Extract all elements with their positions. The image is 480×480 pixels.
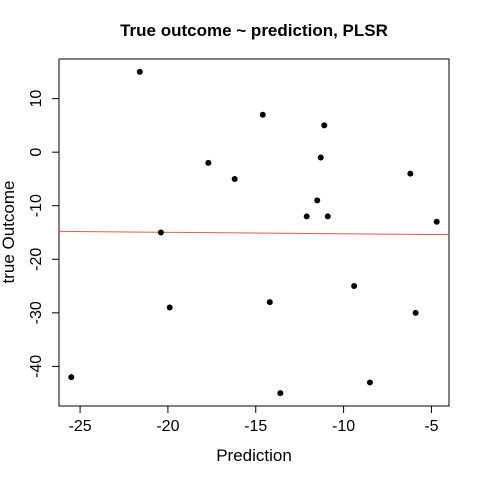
data-point bbox=[433, 218, 440, 225]
x-tick-label: -10 bbox=[332, 418, 355, 435]
data-point bbox=[321, 122, 328, 129]
data-point bbox=[205, 159, 212, 166]
x-tick-label: -15 bbox=[244, 418, 267, 435]
data-point bbox=[259, 111, 266, 118]
y-tick-label: -40 bbox=[28, 355, 45, 378]
plot-frame bbox=[58, 58, 450, 407]
data-point bbox=[351, 283, 358, 290]
points-layer bbox=[68, 68, 440, 397]
y-tick-label: -20 bbox=[28, 248, 45, 271]
x-tick-label: -20 bbox=[156, 418, 179, 435]
x-tick-label: -25 bbox=[69, 418, 92, 435]
data-point bbox=[366, 379, 373, 386]
x-axis: -25 -20 -15 -10 -5 bbox=[69, 405, 439, 435]
y-axis-label: true Outcome bbox=[0, 181, 18, 284]
data-point bbox=[166, 304, 173, 311]
data-point bbox=[68, 374, 75, 381]
data-point bbox=[412, 309, 419, 316]
chart-title: True outcome ~ prediction, PLSR bbox=[120, 21, 388, 40]
data-point bbox=[324, 213, 331, 220]
data-point bbox=[136, 68, 143, 75]
data-point bbox=[407, 170, 414, 177]
data-point bbox=[277, 390, 284, 397]
y-tick-label: 0 bbox=[28, 148, 45, 157]
y-tick-label: -30 bbox=[28, 301, 45, 324]
y-tick-label: 10 bbox=[28, 90, 45, 108]
y-tick-label: -10 bbox=[28, 194, 45, 217]
x-tick-label: -5 bbox=[424, 418, 438, 435]
data-point bbox=[303, 213, 310, 220]
regression-line bbox=[58, 230, 450, 236]
y-axis: -40 -30 -20 -10 0 10 bbox=[28, 90, 60, 378]
data-point bbox=[314, 197, 321, 204]
x-axis-label: Prediction bbox=[216, 446, 292, 465]
fit-line-layer bbox=[58, 230, 450, 236]
data-point bbox=[317, 154, 324, 161]
data-point bbox=[231, 175, 238, 182]
data-point bbox=[266, 299, 273, 306]
data-point bbox=[157, 229, 164, 236]
